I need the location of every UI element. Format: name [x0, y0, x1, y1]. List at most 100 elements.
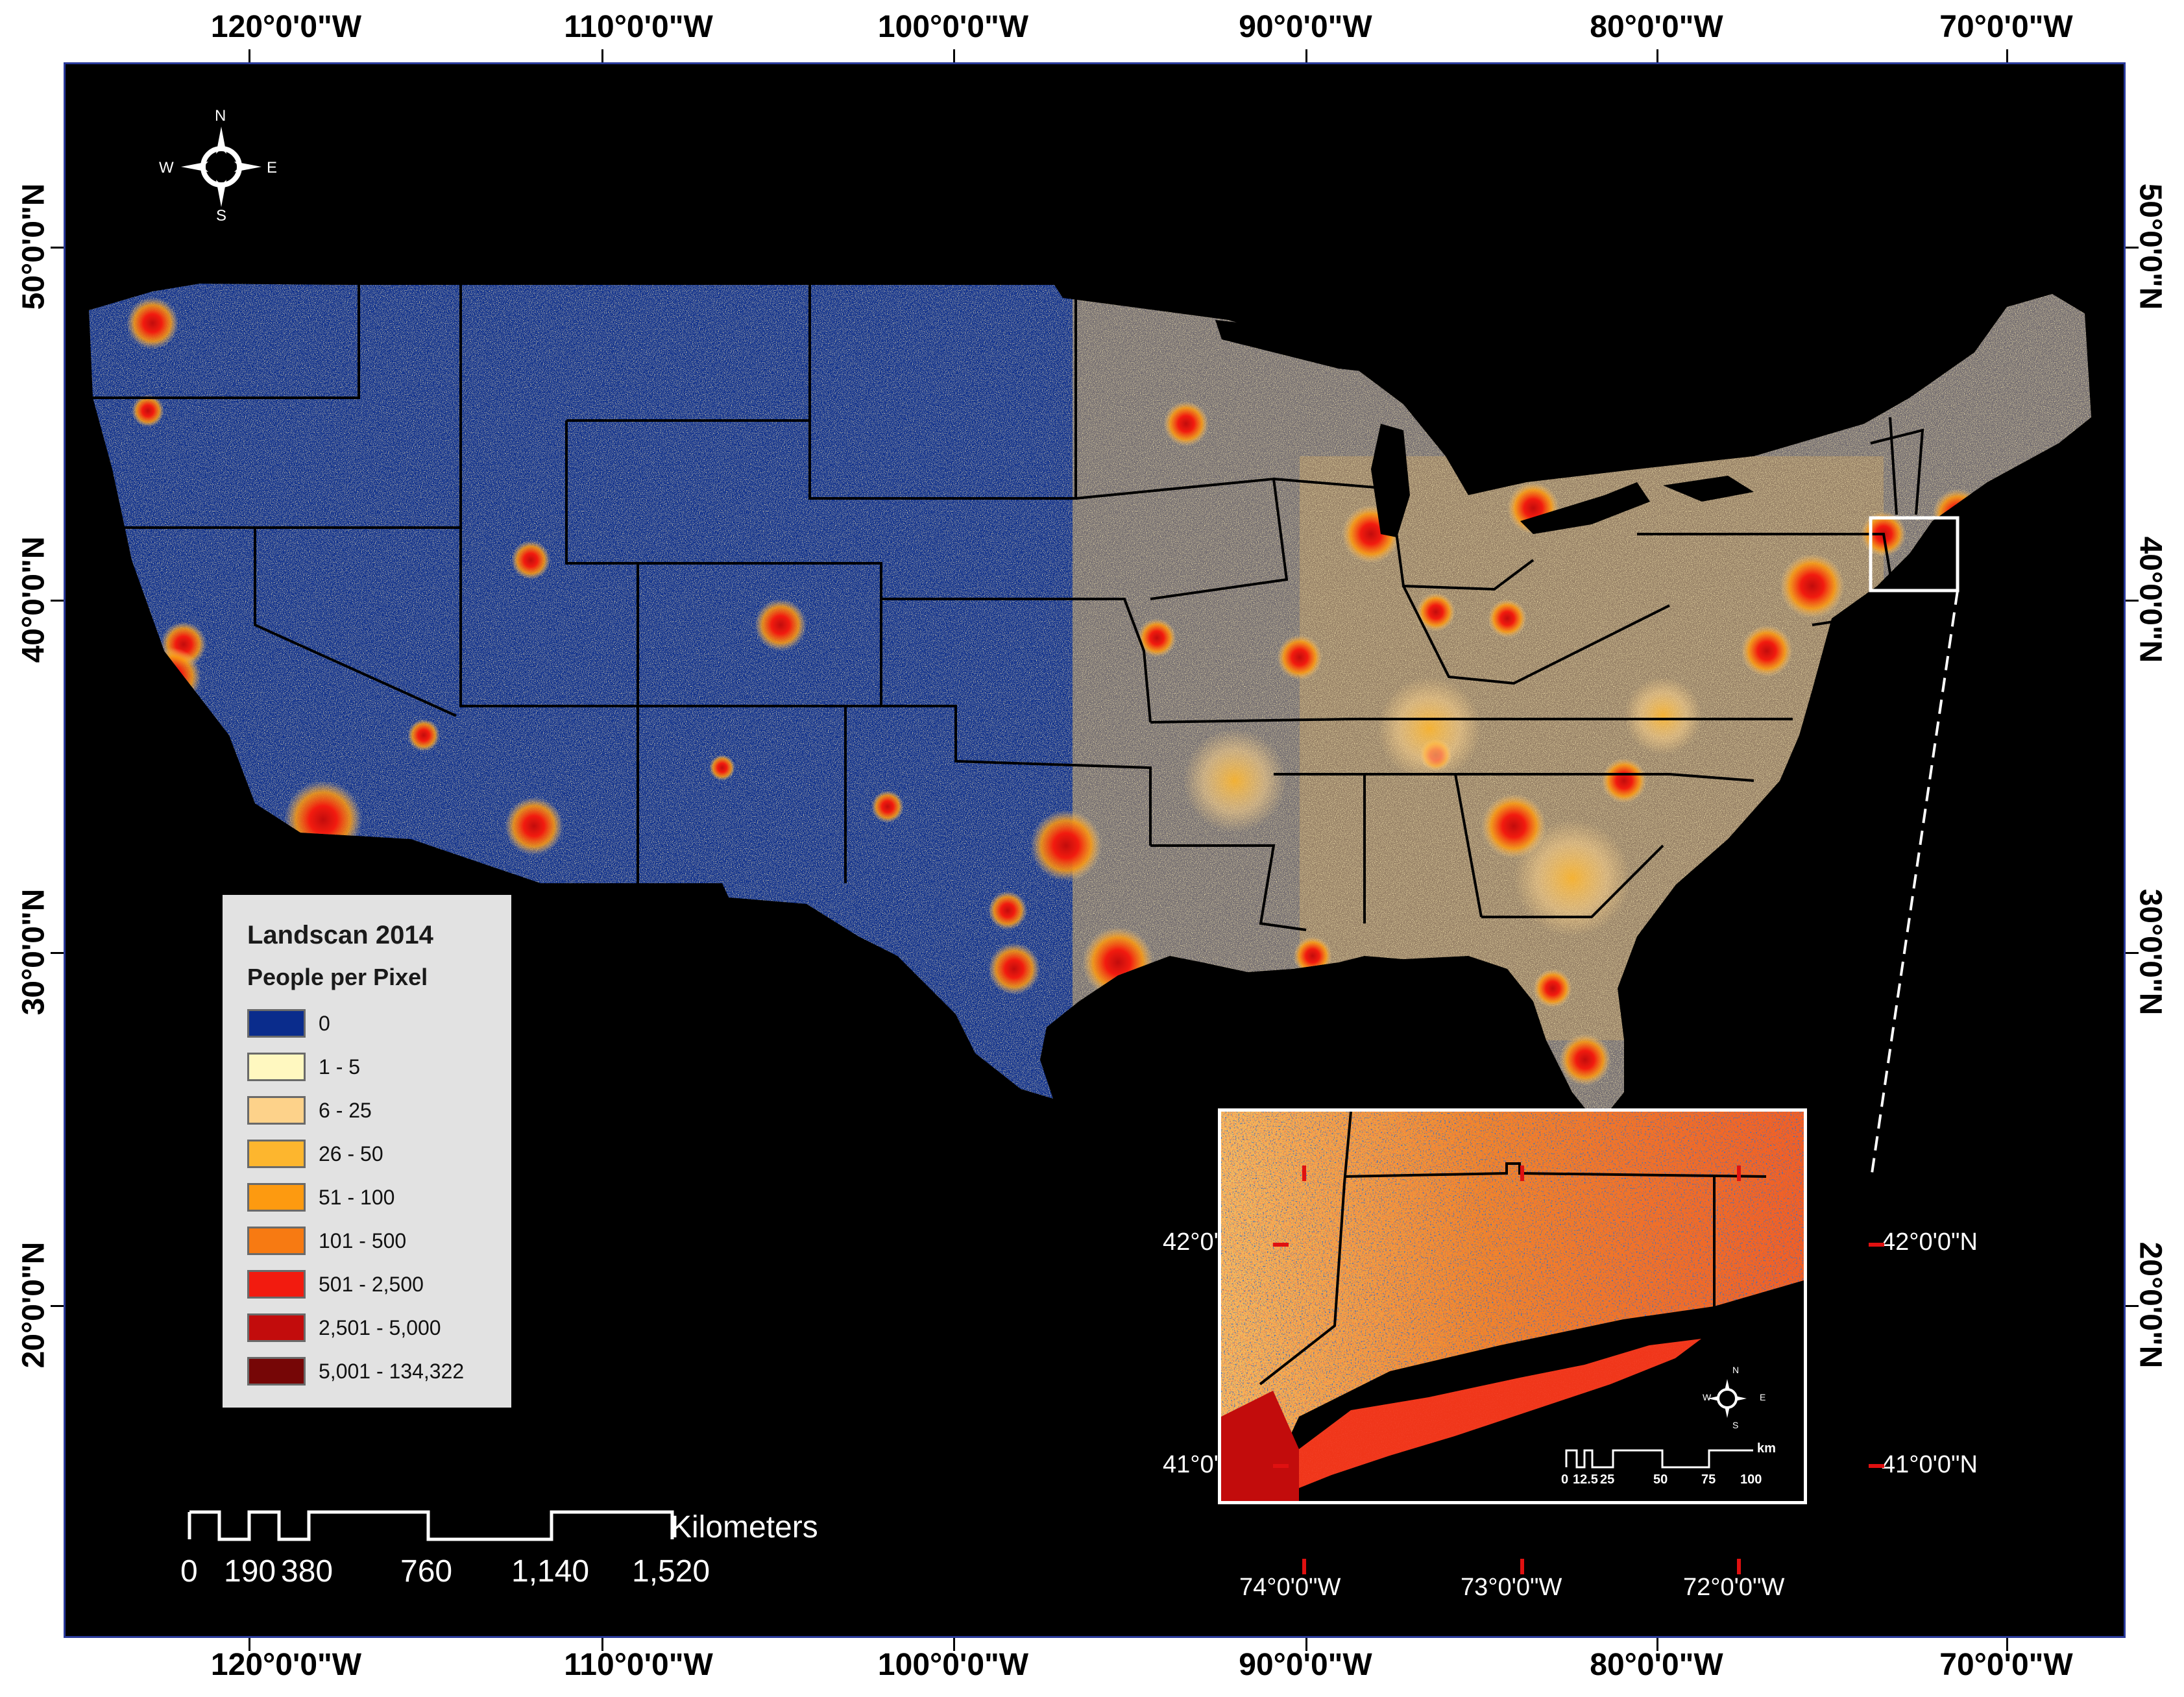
legend-item: 101 - 500 — [247, 1223, 406, 1258]
legend-swatch — [247, 1140, 306, 1168]
legend-label: 6 - 25 — [319, 1098, 372, 1122]
legend-item: 2,501 - 5,000 — [247, 1310, 441, 1345]
tick-mark — [51, 1305, 64, 1307]
legend-item: 26 - 50 — [247, 1136, 383, 1171]
legend-swatch — [247, 1096, 306, 1125]
scale-tick-label: 380 — [281, 1554, 334, 1589]
legend-title: Landscan 2014 — [247, 921, 433, 949]
legend-label: 1 - 5 — [319, 1055, 361, 1079]
north-arrow-icon: N S E W — [159, 107, 280, 225]
tick-mark — [51, 952, 64, 954]
legend-swatch — [247, 1183, 306, 1212]
tick-mark — [249, 1638, 250, 1651]
legend-item: 0 — [247, 1006, 330, 1041]
legend-swatch — [247, 1009, 306, 1038]
scale-tick-label: 0 — [180, 1554, 198, 1589]
legend-label: 26 - 50 — [319, 1142, 383, 1166]
tick-mark — [1869, 1243, 1884, 1247]
tick-mark — [953, 49, 955, 62]
legend: Landscan 2014 People per Pixel 0 1 - 5 6 -… — [223, 895, 511, 1408]
legend-swatch — [247, 1313, 306, 1342]
legend-swatch — [247, 1357, 306, 1386]
inset-compass-n: N — [1732, 1365, 1740, 1375]
lon-label: 100°0'0"W — [877, 1648, 1029, 1682]
tick-mark — [1302, 1166, 1306, 1181]
legend-label: 101 - 500 — [319, 1228, 407, 1252]
lon-label: 90°0'0"W — [1239, 10, 1372, 44]
tick-mark — [1656, 1638, 1658, 1651]
inset-scale-tick: 0 — [1561, 1472, 1569, 1487]
inset-compass-icon — [1708, 1379, 1747, 1418]
tick-mark — [1520, 1559, 1524, 1574]
inset-extent-box — [1869, 516, 1960, 592]
great-lakes — [1215, 320, 1754, 537]
lon-label: 110°0'0"W — [564, 1648, 713, 1682]
scale-unit-label: Kilometers — [671, 1510, 818, 1544]
legend-swatch — [247, 1227, 306, 1255]
legend-label: 51 - 100 — [319, 1185, 395, 1209]
tick-mark — [2126, 952, 2139, 954]
legend-swatch — [247, 1270, 306, 1299]
tick-mark — [1656, 49, 1658, 62]
scale-bar-graphic — [188, 1510, 674, 1541]
lon-label: 120°0'0"W — [210, 1648, 362, 1682]
inset-lat-label: 42°0'0"N — [1882, 1228, 1978, 1256]
tick-mark — [1737, 1166, 1741, 1181]
inset-scale-tick: 75 — [1701, 1472, 1716, 1487]
tick-mark — [1273, 1464, 1289, 1468]
legend-label: 0 — [319, 1011, 330, 1035]
tick-mark — [1305, 1638, 1307, 1651]
inset-compass-s: S — [1732, 1420, 1739, 1430]
lon-label: 70°0'0"W — [1939, 1648, 2073, 1682]
tick-mark — [51, 600, 64, 602]
legend-label: 501 - 2,500 — [319, 1272, 424, 1296]
scale-tick-label: 760 — [400, 1554, 453, 1589]
inset-lon-label: 72°0'0"W — [1683, 1574, 1785, 1601]
lon-label: 80°0'0"W — [1590, 1648, 1723, 1682]
tick-mark — [2006, 49, 2008, 62]
compass-w: W — [159, 159, 174, 177]
tick-mark — [601, 49, 603, 62]
tick-mark — [1737, 1559, 1741, 1574]
inset-scale-tick: 12.5 — [1573, 1472, 1598, 1487]
legend-item: 5,001 - 134,322 — [247, 1354, 464, 1389]
inset-compass-w: W — [1703, 1392, 1712, 1402]
tick-mark — [953, 1638, 955, 1651]
legend-item: 6 - 25 — [247, 1093, 372, 1128]
tick-mark — [2126, 1305, 2139, 1307]
inset-scale-unit: km — [1757, 1441, 1776, 1456]
legend-item: 1 - 5 — [247, 1049, 360, 1084]
inset-map-graphic — [1221, 1112, 1804, 1501]
tick-mark — [1869, 1464, 1884, 1468]
compass-e: E — [267, 159, 278, 177]
inset-map[interactable]: N S E W km 0 12.5 25 50 75 100 — [1218, 1108, 1807, 1504]
legend-subtitle: People per Pixel — [247, 964, 428, 990]
tick-mark — [1305, 49, 1307, 62]
lon-label: 90°0'0"W — [1239, 1648, 1372, 1682]
inset-lon-label: 73°0'0"W — [1461, 1574, 1562, 1601]
lon-label: 80°0'0"W — [1590, 10, 1723, 44]
scale-tick-label: 190 — [224, 1554, 276, 1589]
legend-swatch — [247, 1053, 306, 1081]
lon-label: 100°0'0"W — [877, 10, 1029, 44]
inset-leader-line — [1871, 590, 1959, 1174]
tick-mark — [1273, 1243, 1289, 1247]
lon-label: 110°0'0"W — [564, 10, 713, 44]
inset-scale-tick: 25 — [1600, 1472, 1615, 1487]
legend-label: 5,001 - 134,322 — [319, 1359, 465, 1383]
tick-mark — [51, 247, 64, 249]
legend-item: 51 - 100 — [247, 1180, 394, 1215]
inset-lon-label: 74°0'0"W — [1239, 1574, 1341, 1601]
tick-mark — [2006, 1638, 2008, 1651]
compass-s: S — [216, 207, 227, 225]
tick-mark — [249, 49, 250, 62]
scale-tick-label: 1,140 — [511, 1554, 590, 1589]
lon-label: 120°0'0"W — [210, 10, 362, 44]
scale-tick-label: 1,520 — [632, 1554, 710, 1589]
inset-compass-e: E — [1760, 1392, 1766, 1402]
tick-mark — [1302, 1559, 1306, 1574]
lon-label: 70°0'0"W — [1939, 10, 2073, 44]
tick-mark — [2126, 600, 2139, 602]
tick-mark — [2126, 247, 2139, 249]
legend-label: 2,501 - 5,000 — [319, 1315, 441, 1339]
